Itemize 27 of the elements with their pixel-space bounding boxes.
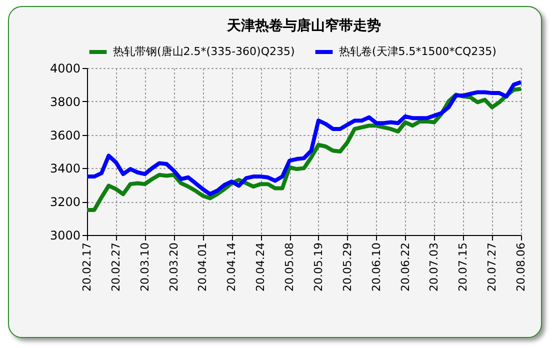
- chart-title: 天津热卷与唐山窄带走势: [226, 17, 381, 34]
- y-tick-label: 3400: [50, 162, 80, 176]
- x-tick-label: 20.07.27: [486, 242, 499, 292]
- x-tick-label: 20.04.24: [254, 242, 268, 292]
- x-tick-label: 20.03.10: [138, 242, 152, 292]
- legend-label: 热轧卷(天津5.5*1500*CQ235): [339, 45, 496, 58]
- x-tick-label: 20.04.01: [196, 242, 210, 292]
- x-tick-label: 20.02.17: [80, 242, 94, 292]
- x-tick-label: 20.08.06: [514, 242, 528, 292]
- x-tick-label: 20.04.14: [225, 242, 238, 292]
- legend-label: 热轧带钢(唐山2.5*(335-360)Q235): [113, 45, 295, 58]
- y-tick-label: 3600: [50, 128, 80, 142]
- x-tick-label: 20.06.10: [370, 242, 383, 292]
- x-tick-label: 20.05.19: [312, 242, 325, 292]
- y-tick-label: 3200: [50, 195, 80, 210]
- x-tick-label: 20.02.27: [109, 242, 122, 292]
- x-tick-label: 20.03.20: [167, 242, 180, 292]
- y-tick-label: 4000: [50, 62, 80, 76]
- line-series: [85, 80, 523, 196]
- x-tick-label: 20.07.03: [428, 242, 441, 292]
- line-series: [85, 86, 523, 212]
- y-tick-label: 3000: [50, 228, 80, 242]
- x-tick-label: 20.05.29: [340, 242, 354, 292]
- x-tick-label: 20.06.22: [398, 242, 412, 292]
- x-tick-label: 20.05.08: [283, 242, 296, 292]
- x-tick-label: 20.07.15: [456, 242, 470, 292]
- y-tick-label: 3800: [50, 94, 80, 109]
